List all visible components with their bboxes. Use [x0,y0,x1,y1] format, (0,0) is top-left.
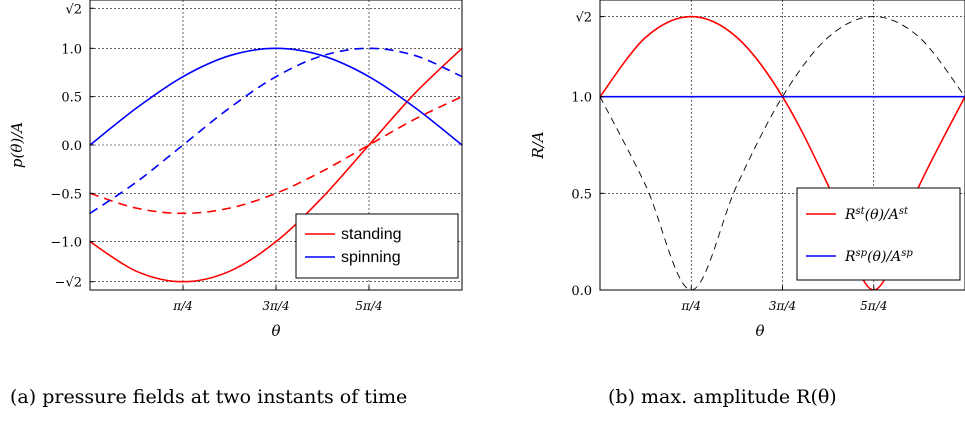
series-line-dashed-3 [90,47,462,215]
caption-a: (a) pressure fields at two instants of t… [10,386,408,408]
y-tick-label-5: −1.0 [50,236,82,251]
legend: Rst(θ)/Ast Rsp(θ)/Asp [796,187,961,281]
legend-label-0: Rst(θ)/Ast [844,206,909,224]
panel-b-max-amplitude: π/4 3π/4 5π/4 √2 1.0 0.5 0.0 θ R/A Rst(θ)/Ast Rsp(… [529,0,965,340]
y-tick-label-2: 0.5 [61,91,82,106]
y-tick-label-1: 1.0 [61,42,82,57]
y-tick-label-6: −√2 [55,276,82,291]
x-tick-label-0: π/4 [172,299,193,313]
x-tick-label-1: 3π/4 [769,299,796,313]
y-tick-label-4: −0.5 [50,187,82,202]
legend-label-1: Rsp(θ)/Asp [844,248,913,266]
x-axis-label: θ [271,322,280,340]
y-tick-label-1: 1.0 [571,91,592,106]
y-tick-label-3: 0.0 [571,284,592,299]
panel-a-pressure-fields: π/4 3π/4 5π/4 √2 1.0 0.5 0.0 −0.5 −1.0 −√2 θ p(θ)/A… [8,0,463,340]
y-axis-label: R/A [529,131,547,159]
x-tick-label-0: π/4 [680,299,701,313]
y-tick-label-0: √2 [575,11,592,26]
series-line-spinning [90,47,462,146]
x-axis-label: θ [755,322,764,340]
x-tick-label-2: 5π/4 [860,299,887,313]
x-tick-label-1: 3π/4 [262,299,289,313]
y-axis-label: p(θ)/A [8,122,26,168]
caption-b: (b) max. amplitude R(θ) [608,386,837,408]
x-tick-label-2: 5π/4 [355,299,382,313]
y-tick-label-0: √2 [65,2,82,17]
series-line-standing [90,47,462,283]
y-tick-label-3: 0.0 [61,139,82,154]
legend-box [796,187,961,281]
y-tick-label-2: 0.5 [571,187,592,202]
legend-box [295,213,459,279]
legend-label-spinning: spinning [341,249,401,266]
legend: standing spinning [295,213,459,279]
series-group [90,47,462,283]
series-line-dashed-1 [90,95,462,215]
legend-label-standing: standing [341,226,402,243]
